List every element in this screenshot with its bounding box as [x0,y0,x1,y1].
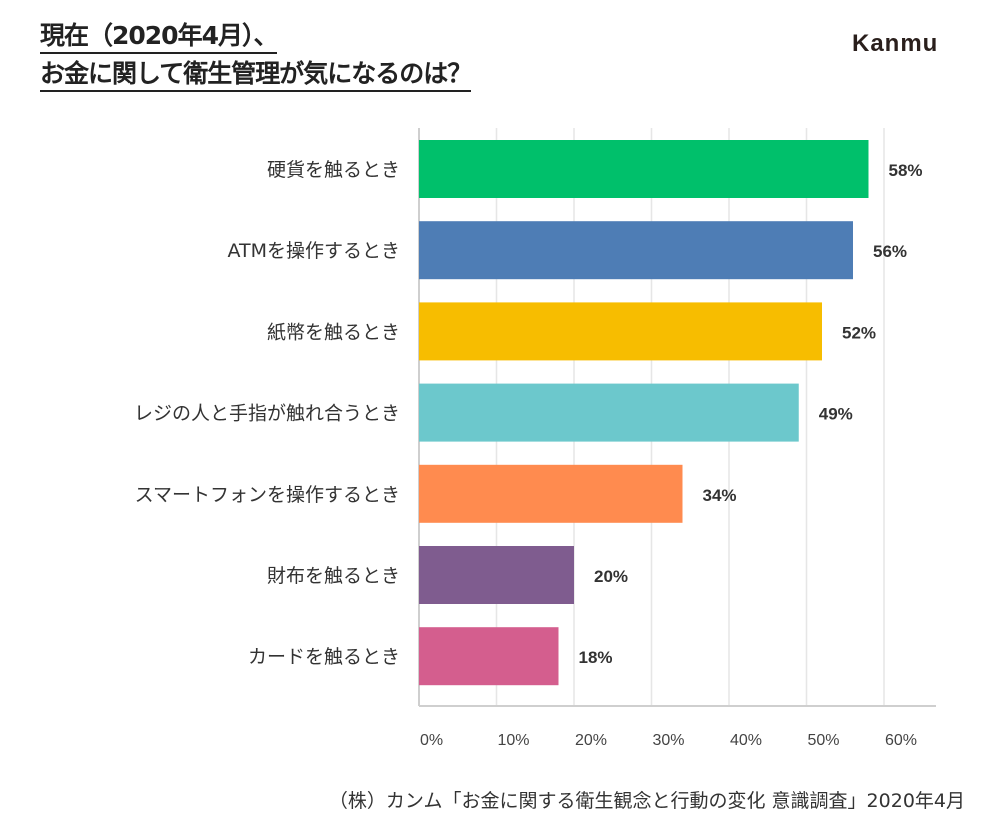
category-label: 硬貨を触るとき [267,159,400,181]
x-tick-label: 40% [730,732,762,749]
category-label: レジの人と手指が触れ合うとき [134,403,400,425]
x-tick-label: 10% [498,732,530,749]
data-label: 34% [703,486,737,505]
x-tick-label: 20% [575,732,607,749]
bar [419,546,574,604]
kanmu-logo: Kanmu [852,30,939,57]
bar [419,627,559,686]
bar [419,383,799,442]
bar [419,464,683,523]
chart-title-line1: 現在（2020年4月）、 [40,20,278,54]
data-label: 49% [819,405,853,424]
data-label: 20% [594,567,628,586]
bar [419,140,869,198]
x-tick-label: 50% [808,732,840,749]
category-label: スマートフォンを操作するとき [135,484,400,506]
bar [419,302,822,361]
chart-title-line2: お金に関して衛生管理が気になるのは？ [40,58,472,92]
data-label: 18% [579,648,613,667]
data-label: 56% [873,242,907,261]
category-label: カードを触るとき [248,646,400,668]
data-label: 52% [842,323,876,342]
bar [419,221,853,280]
category-label: ATMを操作するとき [227,240,400,262]
category-label: 財布を触るとき [267,565,400,587]
x-tick-label: 30% [653,732,685,749]
x-tick-label: 60% [885,732,917,749]
data-label: 58% [889,161,923,180]
x-tick-label: 0% [420,732,443,749]
category-label: 紙幣を触るとき [267,321,400,343]
source-note: （株）カンム「お金に関する衛生観念と行動の変化 意識調査」2020年4月 [328,790,965,812]
